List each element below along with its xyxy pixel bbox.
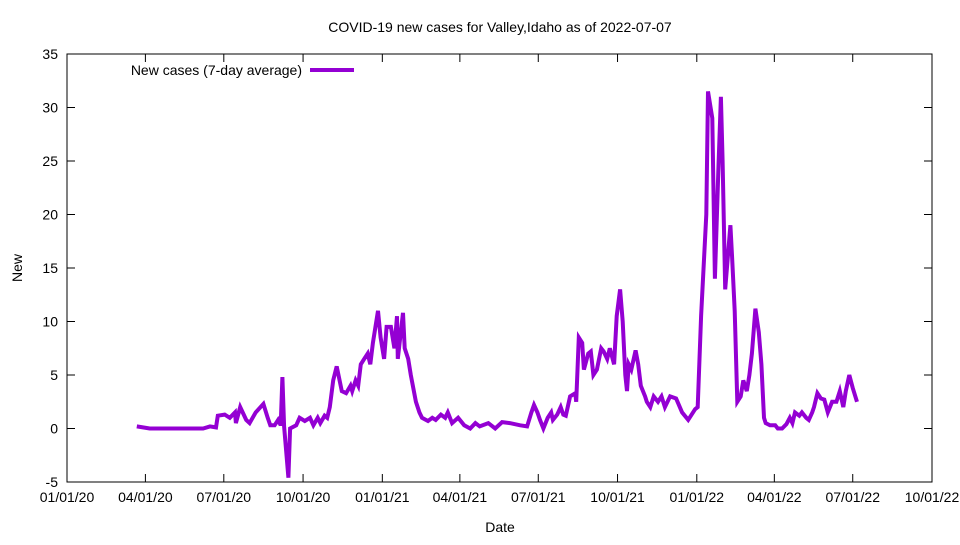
legend-label: New cases (7-day average)	[131, 62, 302, 78]
x-tick-label: 07/01/20	[197, 489, 252, 505]
x-tick-label: 07/01/21	[511, 489, 566, 505]
x-tick-label: 10/01/22	[905, 489, 960, 505]
x-tick-label: 04/01/20	[118, 489, 173, 505]
x-tick-label: 01/01/20	[40, 489, 95, 505]
series-line	[136, 91, 859, 478]
x-tick-label: 07/01/22	[825, 489, 880, 505]
y-tick-label: -5	[46, 474, 59, 490]
series-layer	[136, 91, 859, 478]
y-axis: -5 0 5 10 15 20 25 30 35	[42, 46, 932, 490]
y-tick-label: 30	[42, 100, 58, 116]
chart-title: COVID-19 new cases for Valley,Idaho as o…	[328, 19, 672, 35]
y-tick-label: 20	[42, 207, 58, 223]
y-tick-label: 5	[50, 367, 58, 383]
y-tick-label: 0	[50, 421, 58, 437]
y-tick-label: 35	[42, 46, 58, 62]
legend: New cases (7-day average)	[131, 62, 354, 78]
x-axis-label: Date	[485, 519, 515, 535]
plot-frame	[66, 53, 933, 483]
x-axis: 01/01/20 04/01/20 07/01/20 10/01/20 01/01/21…	[40, 54, 960, 505]
x-tick-label: 10/01/20	[276, 489, 331, 505]
y-tick-label: 15	[42, 260, 58, 276]
y-tick-label: 10	[42, 314, 58, 330]
y-axis-label: New	[9, 253, 25, 282]
x-tick-label: 10/01/21	[590, 489, 645, 505]
y-tick-label: 25	[42, 153, 58, 169]
x-tick-label: 04/01/21	[433, 489, 488, 505]
x-tick-label: 04/01/22	[747, 489, 802, 505]
x-tick-label: 01/01/22	[670, 489, 725, 505]
x-tick-label: 01/01/21	[355, 489, 410, 505]
